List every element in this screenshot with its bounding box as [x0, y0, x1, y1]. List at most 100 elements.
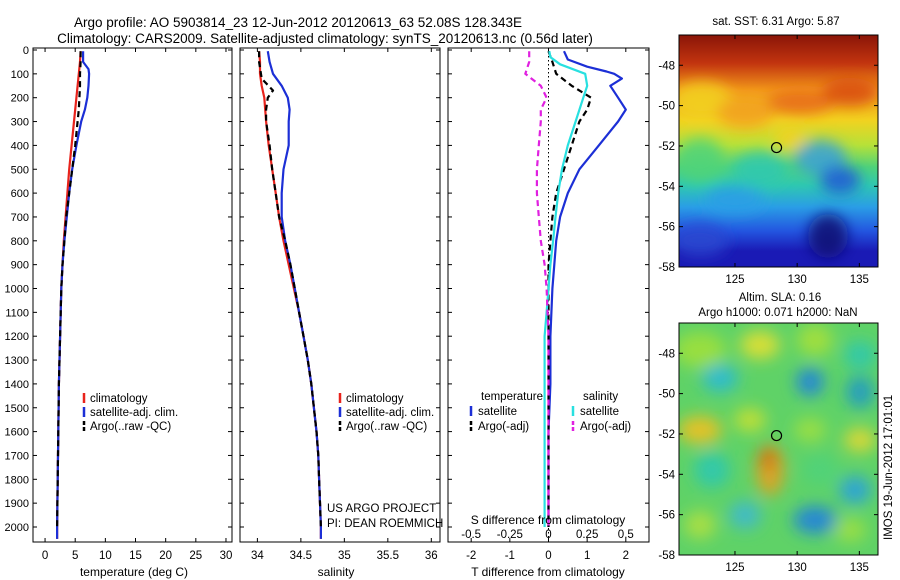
map-y-tick-label: -50 [658, 101, 675, 113]
x-tick-label: 2 [623, 550, 629, 562]
sla-feature [694, 452, 730, 488]
sla-feature [702, 364, 738, 392]
map-y-tick-label: -50 [658, 389, 675, 401]
series-line-satellite [547, 50, 627, 527]
x-tick-label: 10 [99, 550, 112, 562]
map-x-tick-label: 125 [725, 562, 744, 574]
series-group [258, 51, 322, 539]
salinity-panel: 34 34.5 35 35.5 36 climatology satellite-adj. … [239, 47, 441, 562]
sst-feature [766, 90, 834, 114]
sla-feature [684, 511, 716, 539]
y-tick-label: 0 [23, 45, 29, 57]
y-tick-label: 1800 [5, 474, 29, 486]
top-tick-label: -0.5 [461, 529, 481, 541]
map-x-tick-label: 135 [850, 274, 869, 286]
sst-feature [808, 214, 848, 258]
map-field [679, 35, 878, 267]
y-tick-label: 1500 [5, 403, 29, 415]
series-line-argo-raw-qc- [258, 51, 322, 528]
map-x-tick-label: 130 [788, 562, 807, 574]
y-tick-label: 1900 [5, 498, 29, 510]
argo-location-marker [770, 141, 783, 154]
top-tick-label: 0.25 [576, 529, 598, 541]
x-tick-label: 5 [72, 550, 78, 562]
sst-features [679, 78, 878, 258]
figure-title-line2: Climatology: CARS2009. Satellite-adjuste… [57, 31, 593, 46]
sla-feature [729, 501, 761, 529]
y-tick-label: 700 [11, 212, 29, 224]
legend-label: Argo(-adj) [478, 421, 529, 433]
map-field [679, 323, 878, 555]
map-x-tick-label: 130 [788, 274, 807, 286]
sla-map-side-label: IMOS 19-Jun-2012 17:01:01 [883, 395, 895, 540]
x-tick-label: 15 [129, 550, 142, 562]
x-tick-label: 35.5 [377, 550, 399, 562]
y-tick-label: 1100 [5, 307, 29, 319]
series-line-argo-raw-qc- [56, 51, 82, 528]
series-line-argo-adj- [547, 50, 593, 527]
sla-feature [760, 448, 776, 468]
y-tick-label: 200 [11, 93, 29, 105]
sst-feature [732, 152, 788, 188]
x-tick-label: -1 [505, 550, 515, 562]
sst-feature [705, 186, 765, 214]
sla-features [679, 324, 876, 542]
map-y-tick-label: -54 [658, 469, 675, 481]
y-tick-label: 100 [11, 69, 29, 81]
map-frame [678, 322, 879, 556]
difference-xlabel: T difference from climatology [471, 565, 625, 579]
x-tick-label: 20 [159, 550, 172, 562]
legend-label: climatology [346, 393, 404, 405]
map-y-tick-label: -48 [658, 348, 675, 360]
y-tick-label: 800 [11, 236, 29, 248]
top-tick-label: 0 [545, 529, 551, 541]
map-y-tick-label: -56 [658, 222, 675, 234]
map-frame [678, 34, 879, 268]
sst-feature [679, 138, 724, 182]
sla-feature [679, 332, 726, 368]
x-tick-label: 34.5 [290, 550, 312, 562]
map-x-tick-label: 135 [850, 562, 869, 574]
y-tick-label: 300 [11, 117, 29, 129]
sst-map-title: sat. SST: 6.31 Argo: 5.87 [712, 16, 839, 28]
figure-title-line1: Argo profile: AO 5903814_23 12-Jun-2012 … [74, 15, 522, 30]
x-tick-label: 30 [220, 550, 233, 562]
map-y-tick-label: -56 [658, 510, 675, 522]
y-tick-label: 1400 [5, 379, 29, 391]
salinity-xlabel: salinity [318, 565, 355, 579]
legend-label: satellite-adj. clim. [90, 407, 178, 419]
y-tick-label: 1600 [5, 427, 29, 439]
legend-label: satellite [478, 406, 517, 418]
sst-feature [820, 166, 860, 194]
y-tick-label: 500 [11, 164, 29, 176]
legend-label: Argo(-adj) [580, 421, 631, 433]
sla-map-title-line1: Altim. SLA: 0.16 [739, 292, 821, 304]
map-x-tick-label: 125 [725, 274, 744, 286]
x-tick-label: 25 [189, 550, 202, 562]
series-line-satellite [543, 51, 589, 527]
credit-pi: PI: DEAN ROEMMICH [327, 518, 443, 530]
sst-feature [774, 126, 806, 150]
sla-feature [844, 428, 876, 452]
x-tick-label: 1 [584, 550, 590, 562]
x-tick-label: 36 [425, 550, 438, 562]
legend-label: satellite [580, 406, 619, 418]
sla-feature [796, 368, 824, 396]
sst-feature [822, 78, 878, 106]
map-y-tick-label: -58 [658, 550, 675, 562]
series-group [55, 51, 91, 539]
difference-panel: -2 -1 0 1 2 -0.5 -0.25 0 0.25 0.5 temperature salin… [447, 47, 650, 562]
sst-feature [717, 96, 773, 128]
legend-label: satellite-adj. clim. [346, 407, 434, 419]
sst-feature [679, 224, 728, 256]
x-tick-label: -2 [466, 550, 476, 562]
x-tick-label: 0 [545, 550, 551, 562]
x-tick-label: 34 [251, 550, 264, 562]
map-y-tick-label: -52 [658, 141, 675, 153]
x-tick-label: 35 [338, 550, 351, 562]
sla-feature [740, 331, 780, 359]
plot-frame [32, 47, 233, 543]
y-tick-label: 400 [11, 140, 29, 152]
y-tick-label: 600 [11, 188, 29, 200]
y-tick-label: 1300 [5, 355, 29, 367]
